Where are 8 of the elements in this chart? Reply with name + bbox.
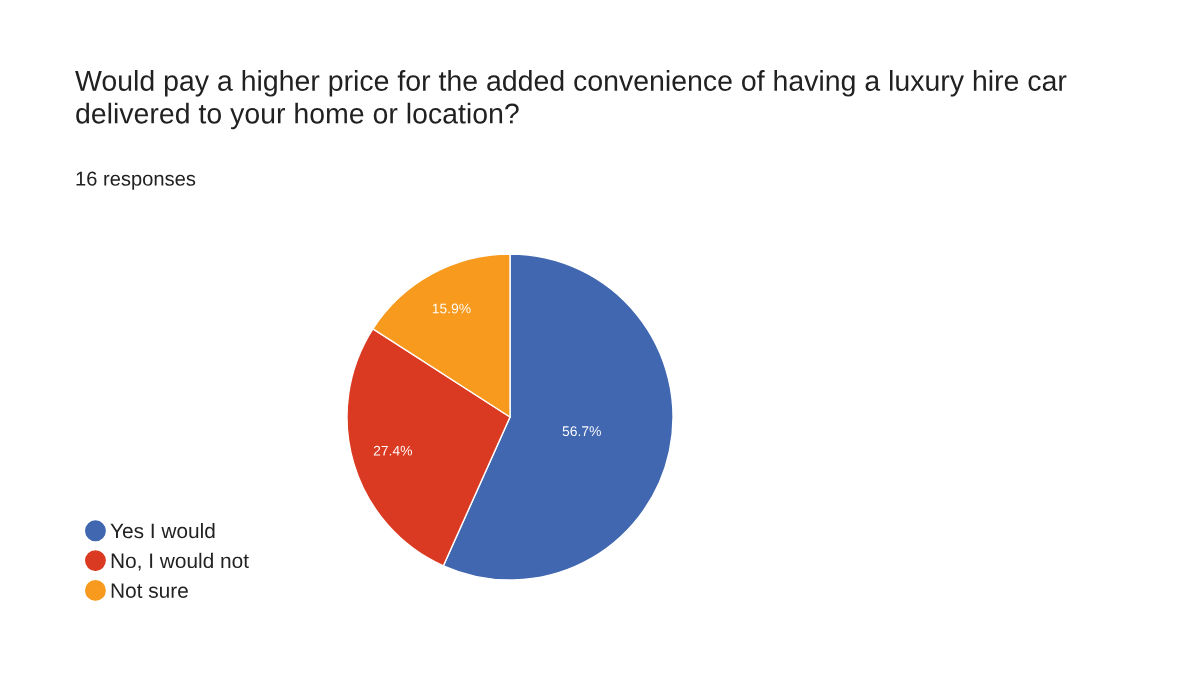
chart-subtitle: 16 responses (76, 171, 196, 190)
legend-label: Not sure (111, 583, 188, 598)
data-label: 27.4% (373, 445, 413, 456)
data-label: 56.7% (562, 426, 601, 437)
data-label: 15.9% (432, 303, 471, 314)
legend-label: Yes I would (110, 522, 215, 539)
legend-label: No, I would not (111, 552, 249, 571)
chart-title: Would pay a higher price for the added convenience of having a luxury hire car delivered to your home or location? (75, 70, 1067, 130)
